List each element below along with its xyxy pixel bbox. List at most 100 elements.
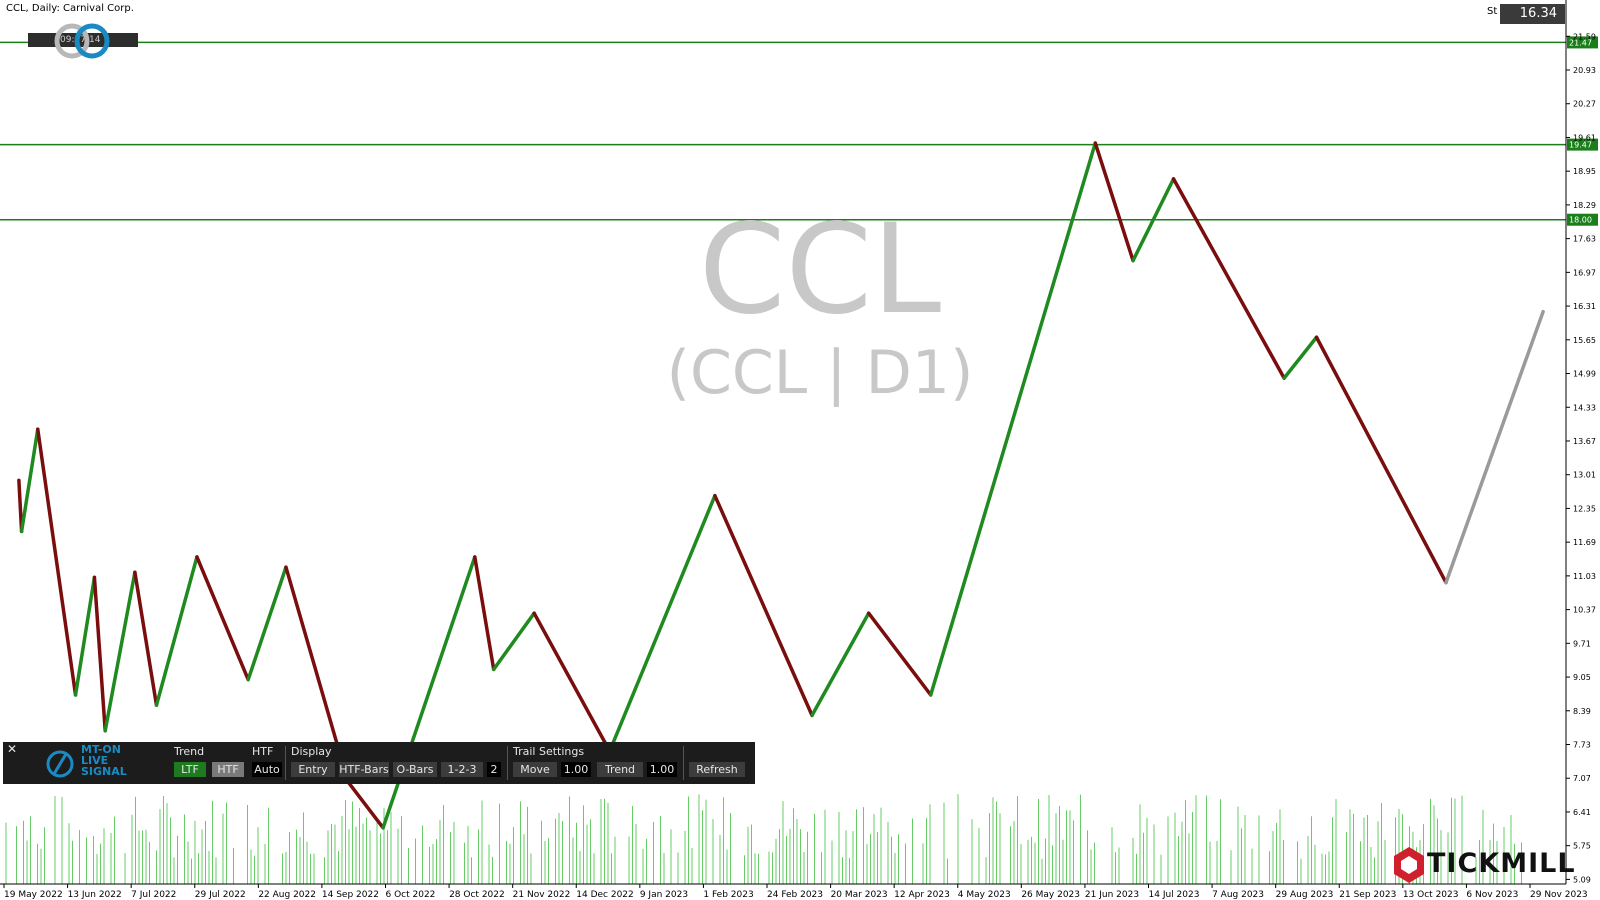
level-tag-label: 21.47 xyxy=(1569,38,1592,47)
x-tick-label: 29 Jul 2022 xyxy=(195,890,246,900)
x-tick-label: 6 Oct 2022 xyxy=(386,890,436,900)
count-field[interactable]: 2 xyxy=(487,762,501,777)
level-tag xyxy=(1567,36,1598,49)
zigzag-leg xyxy=(532,611,612,753)
y-axis-ticks: 21.59 20.93 20.27 19.61 18.95 18.29 17.63 16.97… xyxy=(1566,32,1596,884)
zigzag-leg xyxy=(246,565,288,682)
y-tick-label: 7.73 xyxy=(1573,741,1591,750)
y-tick-label: 6.41 xyxy=(1573,808,1591,817)
symbol-header: CCL, Daily: Carnival Corp. xyxy=(6,3,134,14)
trend-value-field[interactable]: 1.00 xyxy=(647,762,677,777)
watermark-ticker: CCL xyxy=(699,198,941,342)
logo-line-3: SIGNAL xyxy=(81,765,127,778)
zigzag-leg xyxy=(866,611,933,697)
logo-circles-icon xyxy=(54,23,110,59)
x-tick-label: 24 Feb 2023 xyxy=(767,890,823,900)
y-tick-label: 21.59 xyxy=(1573,32,1596,41)
zigzag-leg xyxy=(1171,177,1286,380)
y-tick-label: 10.37 xyxy=(1573,606,1596,615)
y-tick-label: 12.35 xyxy=(1573,504,1596,513)
y-tick-label: 9.05 xyxy=(1573,673,1591,682)
x-tick-label: 22 Aug 2022 xyxy=(258,890,316,900)
zigzag-leg xyxy=(381,555,477,830)
x-tick-label: 26 May 2023 xyxy=(1021,890,1080,900)
zigzag-leg xyxy=(1131,177,1176,263)
signal-panel: ✕ MT-ON LIVE SIGNAL Trend LTF HTF HTF Au… xyxy=(3,742,755,784)
x-tick-label: 21 Sep 2023 xyxy=(1339,890,1396,900)
trend-title: Trend xyxy=(174,745,205,758)
x-tick-label: 28 Oct 2022 xyxy=(449,890,505,900)
y-tick-label: 7.07 xyxy=(1573,774,1591,783)
volume-histogram xyxy=(5,794,1522,884)
x-tick-label: 7 Jul 2022 xyxy=(131,890,176,900)
level-tag-label: 19.47 xyxy=(1569,141,1592,150)
htf-bars-button[interactable]: HTF-Bars xyxy=(339,762,389,777)
level-tag-label: 18.00 xyxy=(1569,216,1592,225)
x-tick-label: 21 Jun 2023 xyxy=(1085,890,1139,900)
x-tick-label: 4 May 2023 xyxy=(958,890,1011,900)
mt-logo-icon xyxy=(46,750,74,778)
x-tick-label: 14 Sep 2022 xyxy=(322,890,379,900)
y-tick-label: 9.71 xyxy=(1573,639,1591,648)
y-tick-label: 19.61 xyxy=(1573,133,1596,142)
zigzag-leg xyxy=(1444,309,1545,585)
horizontal-levels: 21.47 19.47 18.00 xyxy=(0,36,1598,226)
zigzag-leg xyxy=(928,141,1098,697)
zigzag-leg xyxy=(103,570,137,733)
y-tick-label: 14.99 xyxy=(1573,370,1596,379)
x-tick-label: 9 Jan 2023 xyxy=(640,890,688,900)
zigzag-leg xyxy=(17,478,24,534)
timer-value: 09:17:14 xyxy=(60,35,101,45)
y-tick-label: 13.01 xyxy=(1573,471,1596,480)
zigzag-leg xyxy=(713,493,814,718)
y-tick-label: 11.69 xyxy=(1573,538,1596,547)
zigzag-leg xyxy=(1282,335,1319,380)
y-tick-label: 15.65 xyxy=(1573,336,1596,345)
y-tick-label: 16.31 xyxy=(1573,302,1596,311)
move-button[interactable]: Move xyxy=(513,762,557,777)
ltf-button[interactable]: LTF xyxy=(174,762,206,777)
zigzag-leg xyxy=(36,427,78,697)
x-tick-label: 20 Mar 2023 xyxy=(831,890,888,900)
trail-title: Trail Settings xyxy=(513,745,585,758)
htf-auto-field[interactable]: Auto xyxy=(252,762,282,777)
x-tick-label: 29 Nov 2023 xyxy=(1530,890,1588,900)
mt-logo-text: MT-ON LIVE SIGNAL xyxy=(81,744,127,777)
o-bars-button[interactable]: O-Bars xyxy=(393,762,437,777)
y-tick-label: 20.27 xyxy=(1573,100,1596,109)
x-tick-label: 19 May 2022 xyxy=(4,890,63,900)
y-tick-label: 18.29 xyxy=(1573,201,1596,210)
zigzag-leg xyxy=(491,611,536,672)
panel-divider xyxy=(683,746,684,780)
move-value-field[interactable]: 1.00 xyxy=(561,762,591,777)
refresh-button[interactable]: Refresh xyxy=(689,762,745,777)
zigzag-leg xyxy=(154,555,199,707)
zigzag-leg xyxy=(1314,335,1448,585)
panel-divider xyxy=(507,746,508,780)
y-tick-label: 13.67 xyxy=(1573,437,1596,446)
x-tick-label: 7 Aug 2023 xyxy=(1212,890,1264,900)
y-tick-label: 20.93 xyxy=(1573,66,1596,75)
y-tick-label: 5.09 xyxy=(1573,875,1591,884)
htf-title: HTF xyxy=(252,745,274,758)
display-title: Display xyxy=(291,745,332,758)
trend-button[interactable]: Trend xyxy=(597,762,643,777)
x-tick-label: 13 Jun 2022 xyxy=(68,890,122,900)
zigzag-leg xyxy=(473,555,496,672)
price-label: St xyxy=(1487,6,1498,17)
htf-button[interactable]: HTF xyxy=(212,762,244,777)
y-tick-label: 17.63 xyxy=(1573,235,1596,244)
zigzag-leg xyxy=(19,427,40,534)
logo-line-2: LIVE xyxy=(81,754,109,767)
x-tick-label: 21 Nov 2022 xyxy=(513,890,571,900)
one-two-three-button[interactable]: 1-2-3 xyxy=(441,762,483,777)
zigzag-leg xyxy=(133,570,159,707)
zigzag-trend-lines xyxy=(17,141,1545,830)
logo-line-1: MT-ON xyxy=(81,743,121,756)
entry-button[interactable]: Entry xyxy=(291,762,335,777)
x-tick-label: 14 Dec 2022 xyxy=(576,890,634,900)
zigzag-leg xyxy=(346,780,385,830)
close-icon[interactable]: ✕ xyxy=(6,742,18,756)
zigzag-leg xyxy=(607,493,717,753)
